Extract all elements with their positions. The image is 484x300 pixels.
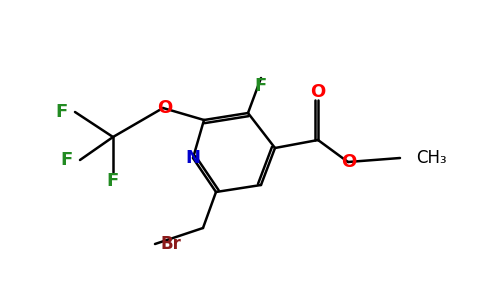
Text: F: F <box>107 172 119 190</box>
Text: O: O <box>341 153 357 171</box>
Text: O: O <box>157 99 173 117</box>
Text: F: F <box>56 103 68 121</box>
Text: F: F <box>61 151 73 169</box>
Text: N: N <box>185 149 200 167</box>
Text: F: F <box>255 77 267 95</box>
Text: CH₃: CH₃ <box>416 149 447 167</box>
Text: Br: Br <box>160 235 181 253</box>
Text: O: O <box>310 83 326 101</box>
